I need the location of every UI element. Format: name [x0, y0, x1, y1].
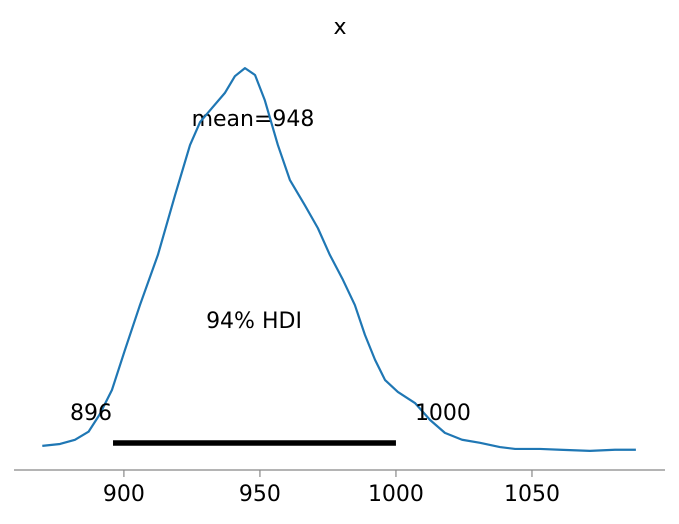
chart-title: x [333, 15, 346, 40]
mean-annotation: mean=948 [192, 107, 315, 132]
x-tick-label: 900 [103, 482, 145, 507]
x-tick-label: 950 [239, 482, 281, 507]
x-tick-label: 1000 [368, 482, 424, 507]
hdi-upper-label: 1000 [415, 401, 471, 426]
hdi-lower-label: 896 [70, 401, 112, 426]
x-tick-label: 1050 [504, 482, 560, 507]
hdi-label: 94% HDI [206, 309, 302, 334]
density-line [42, 67, 636, 452]
